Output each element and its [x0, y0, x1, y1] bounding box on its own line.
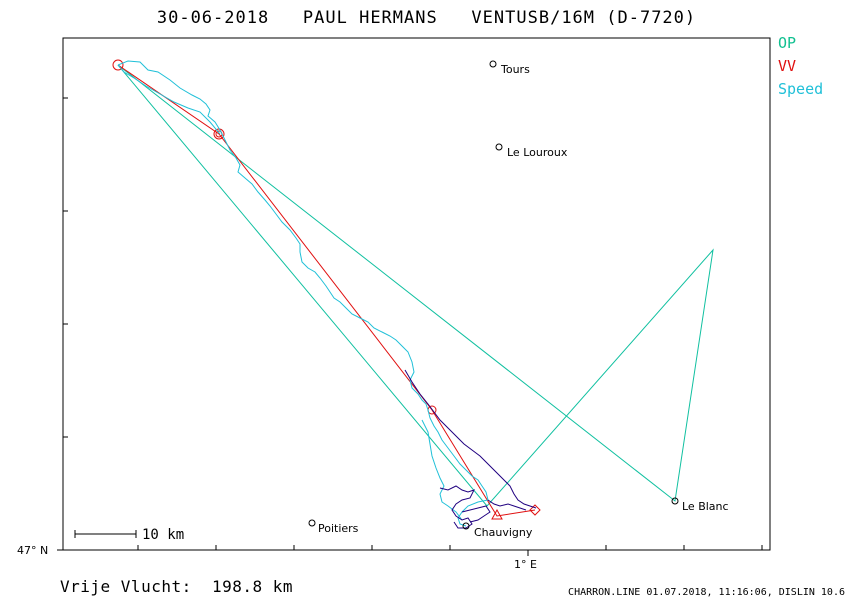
flight-track-segment-3 — [421, 419, 463, 521]
place-chauvigny: Chauvigny — [462, 522, 533, 539]
vv-route-line — [117, 64, 536, 517]
flight-track-dark-1 — [404, 369, 537, 509]
footer-info: CHARRON.LINE 01.07.2018, 11:16:06, DISLI… — [568, 587, 845, 598]
legend-vv: VV — [778, 57, 797, 75]
place-le-louroux: Le Louroux — [495, 143, 568, 159]
free-flight-distance: Vrije Vlucht: 198.8 km — [60, 577, 294, 596]
figure-title: 30-06-2018 PAUL HERMANS VENTUSB/16M (D-7… — [156, 8, 697, 28]
vv-start-marker — [491, 508, 503, 520]
svg-text:Chauvigny: Chauvigny — [474, 526, 533, 539]
legend-op: OP — [778, 34, 797, 52]
flight-track-speed — [117, 60, 489, 527]
place-poitiers: Poitiers — [308, 519, 359, 535]
flight-track-dark-2 — [487, 499, 527, 511]
places: Tours Le Louroux Le Blanc Chauvigny Poit… — [308, 60, 729, 539]
y-axis-label: 47° N — [17, 544, 48, 557]
op-task-line-1 — [117, 64, 714, 507]
x-ticks — [137, 545, 763, 556]
flight-track-segment-2 — [117, 64, 221, 135]
legend-speed: Speed — [778, 80, 824, 98]
flight-track-dark-3 — [439, 485, 475, 529]
vv-route — [117, 64, 536, 517]
vv-turnpoint-1 — [112, 59, 124, 71]
map-frame — [62, 37, 771, 551]
svg-text:Poitiers: Poitiers — [318, 522, 359, 535]
op-task — [117, 64, 714, 507]
place-tours: Tours — [489, 60, 530, 76]
x-axis-label: 1° E — [514, 558, 537, 571]
svg-text:Tours: Tours — [500, 63, 530, 76]
scale-bar-label: 10 km — [142, 527, 184, 543]
flight-track-dark — [404, 369, 537, 529]
y-ticks — [57, 97, 68, 551]
svg-text:Le Blanc: Le Blanc — [682, 500, 729, 513]
scale-bar: 10 km — [74, 527, 184, 543]
flight-track-segment-1 — [117, 60, 489, 527]
flight-track-dark-4 — [461, 505, 491, 523]
place-le-blanc: Le Blanc — [671, 497, 729, 513]
svg-text:Le Louroux: Le Louroux — [507, 146, 568, 159]
vv-finish-marker — [529, 504, 541, 516]
